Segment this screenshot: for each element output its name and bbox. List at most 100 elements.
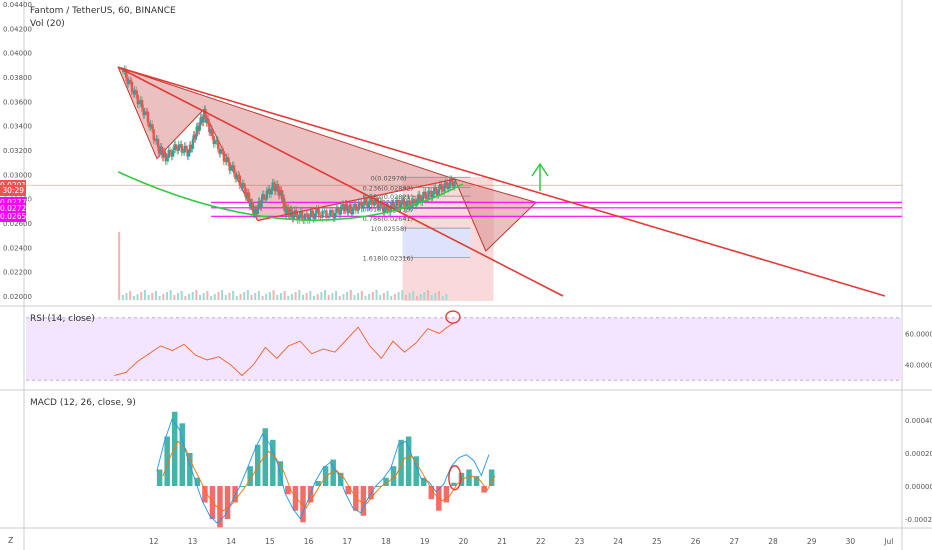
volume-bar	[129, 291, 132, 300]
candle-body	[341, 204, 344, 207]
candle-body	[350, 209, 353, 215]
rsi-pane[interactable]: 60.0000 40.0000	[26, 310, 932, 381]
candle-body	[135, 89, 138, 95]
candle-body	[382, 205, 385, 213]
candle-body	[363, 198, 366, 206]
candle-body	[398, 201, 401, 209]
price-pane[interactable]: 0(0.02976) 0.236(0.02892)0.382(0.02821) 0.…	[26, 65, 902, 301]
time-tick-label: 28	[768, 537, 778, 546]
candle-body	[241, 183, 244, 188]
candle-body	[132, 91, 135, 95]
macd-tick-label: -0.00020	[905, 516, 932, 524]
macd-histogram-bar	[239, 486, 246, 487]
volume-bar	[232, 291, 235, 300]
candle-body	[312, 213, 316, 220]
candle-body	[435, 190, 439, 196]
candle-body	[184, 145, 188, 150]
volume-bar	[342, 294, 345, 300]
candle-body	[272, 182, 276, 185]
candle-body	[402, 199, 406, 205]
fib-level-label: 0.786(0.02641)	[363, 215, 414, 223]
candle-body	[301, 211, 304, 219]
macd-histogram-bar	[345, 486, 352, 495]
candle-body	[189, 144, 193, 148]
candle-body	[376, 198, 379, 208]
candle-body	[287, 207, 290, 216]
candle-body	[296, 215, 300, 221]
candle-body	[438, 184, 442, 190]
time-tick-label: 25	[652, 537, 662, 546]
time-tick-label: 21	[497, 537, 507, 546]
price-tick-label: 0.03000	[3, 171, 32, 179]
candle-body	[168, 149, 172, 153]
time-tick-label: 19	[420, 537, 430, 546]
macd-pane[interactable]: 0.00040 0.00020 0.00000 -0.00020	[156, 411, 932, 528]
volume-bar	[408, 293, 411, 300]
candle-body	[395, 200, 398, 208]
candle-body	[142, 108, 145, 116]
fib-level-label: 0(0.02976)	[371, 174, 407, 182]
candle-body	[280, 190, 284, 199]
candle-body	[166, 158, 169, 162]
candle-body	[290, 209, 293, 212]
candle-body	[124, 68, 128, 78]
candle-body	[309, 210, 313, 218]
candle-body	[440, 184, 443, 190]
price-tick-label: 0.03800	[3, 74, 32, 82]
candle-body	[421, 195, 424, 203]
candle-body	[306, 213, 310, 221]
price-tick-label: 0.04200	[3, 25, 32, 33]
candle-body	[249, 202, 253, 207]
candle-body	[373, 197, 376, 206]
macd-histogram-bar	[398, 439, 404, 486]
candle-body	[258, 201, 261, 204]
candle-body	[361, 205, 365, 209]
candle-body	[155, 138, 158, 142]
macd-histogram-bar	[187, 453, 193, 486]
candle-body	[238, 175, 242, 186]
candle-body	[188, 144, 192, 153]
candle-body	[451, 181, 455, 187]
candle-body	[372, 203, 375, 206]
candle-body	[133, 89, 137, 95]
volume-legend: Vol (20)	[30, 19, 65, 29]
candle-body	[209, 132, 212, 134]
volume-bar	[301, 295, 304, 300]
rsi-legend: RSI (14, close)	[30, 314, 95, 324]
candle-body	[225, 157, 228, 162]
candle-body	[305, 213, 308, 215]
candle-body	[151, 124, 154, 130]
candle-body	[356, 210, 359, 212]
price-tick-label: 0.02000	[3, 293, 32, 301]
candle-body	[393, 207, 397, 210]
macd-histogram-bar	[451, 482, 457, 486]
timezone-icon[interactable]: Z	[8, 536, 14, 545]
macd-legend: MACD (12, 26, close, 9)	[30, 398, 136, 408]
candle-body	[285, 209, 288, 216]
candle-body	[256, 209, 259, 215]
candle-body	[122, 70, 125, 72]
macd-histogram-bar	[194, 477, 201, 486]
volume-bar	[445, 294, 448, 300]
volume-bar	[143, 290, 146, 300]
candle-body	[399, 204, 403, 209]
candle-body	[265, 190, 269, 200]
time-tick-label: 16	[304, 537, 314, 546]
macd-histogram-bar	[156, 469, 163, 486]
volume-bar	[217, 292, 220, 300]
macd-histogram-bar	[224, 486, 231, 519]
chart-title: Fantom / TetherUS, 60, BINANCE	[30, 6, 176, 16]
candle-body	[353, 203, 356, 208]
volume-bar	[265, 294, 268, 300]
candle-body	[434, 187, 437, 191]
price-badge: 30:29	[0, 185, 26, 197]
time-tick-label: 20	[459, 537, 469, 546]
axes: 0.04400 0.04200 0.04000 0.03800 0.03600 0.034…	[3, 1, 893, 546]
rsi-tick-label: 60.0000	[905, 330, 932, 338]
volume-bar	[313, 296, 316, 300]
volume-bar	[290, 294, 293, 300]
volume-bar	[151, 293, 154, 300]
candle-body	[143, 111, 147, 116]
macd-highlight-circle	[448, 465, 462, 491]
